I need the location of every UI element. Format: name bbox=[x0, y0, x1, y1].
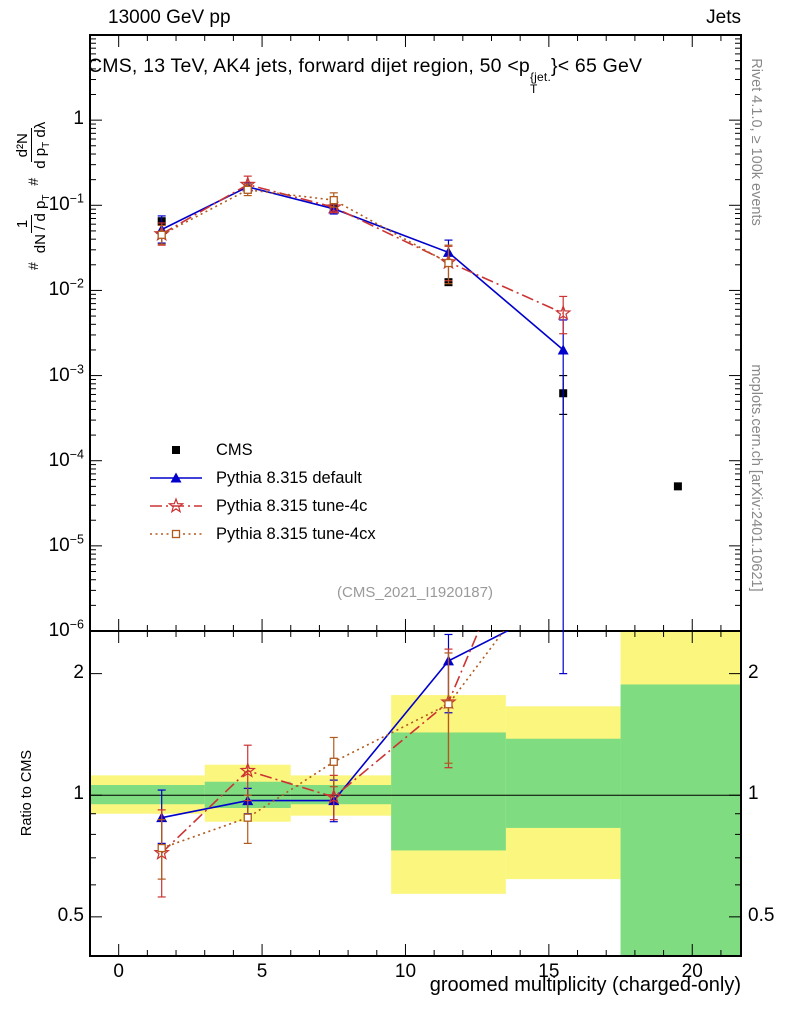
series-pythia-8-315-tune-4c bbox=[153, 175, 572, 335]
tick-label: 10−2 bbox=[48, 277, 84, 301]
legend-item-pythia-8-315-tune-4cx: Pythia 8.315 tune-4cx bbox=[148, 522, 376, 546]
tick-label: 10−4 bbox=[48, 447, 84, 471]
tick-label: 10−5 bbox=[48, 532, 84, 556]
green-uncertainty bbox=[90, 785, 205, 805]
tick-label: 0 bbox=[113, 961, 124, 982]
ratio-plot-frame bbox=[89, 630, 742, 957]
legend-label: CMS bbox=[216, 440, 253, 459]
x-axis-label: groomed multiplicity (charged-only) bbox=[429, 974, 741, 996]
tick-label: 1 bbox=[748, 783, 759, 805]
axis-ticks bbox=[89, 34, 741, 957]
yaxis-fraction-1: 1 dN / d pT bbox=[14, 194, 53, 254]
green-uncertainty bbox=[505, 738, 621, 828]
rivet-version-label: Rivet 4.1.0, ≥ 100k events bbox=[748, 58, 764, 226]
legend-marker-icon bbox=[172, 446, 180, 454]
legend-marker-icon bbox=[150, 472, 202, 483]
tick-label: 1 bbox=[73, 108, 84, 130]
tick-label: 15 bbox=[538, 961, 560, 982]
legend-item-pythia-8-315-default: Pythia 8.315 default bbox=[148, 466, 376, 490]
pt-jet-supsub: {jet. T bbox=[530, 71, 551, 96]
series-pythia-8-315-tune-4cx bbox=[157, 183, 453, 285]
analysis-id-watermark: (CMS_2021_I1920187) bbox=[337, 584, 493, 601]
yaxis-fraction-2: d²N d pT dλ bbox=[14, 121, 53, 169]
tick-label: 0.5 bbox=[57, 904, 84, 926]
legend-marker-icon bbox=[150, 529, 202, 539]
beam-energy-label: 13000 GeV pp bbox=[108, 7, 231, 28]
plot-title-post: }< 65 GeV bbox=[550, 55, 643, 77]
tick-label: 10−3 bbox=[48, 362, 84, 386]
legend: CMS Pythia 8.315 default Pythia 8.315 tune… bbox=[148, 438, 376, 546]
series-pythia-8-315-tune-4cx bbox=[157, 631, 505, 880]
plot-title-sup: {jet. bbox=[529, 69, 551, 84]
plot-title: CMS, 13 TeV, AK4 jets, forward dijet reg… bbox=[88, 55, 642, 96]
yaxis-hash-2: # bbox=[25, 177, 42, 186]
yellow-uncertainty bbox=[620, 631, 741, 685]
tick-label: 1 bbox=[73, 783, 84, 805]
main-y-axis-label: # 1 dN / d pT # d²N d pT dλ bbox=[14, 25, 53, 270]
tick-label: 2 bbox=[748, 661, 759, 683]
legend-marker-icon bbox=[150, 497, 202, 514]
tick-label: 20 bbox=[681, 961, 703, 982]
legend-label: Pythia 8.315 tune-4cx bbox=[216, 524, 376, 543]
legend-label: Pythia 8.315 default bbox=[216, 468, 362, 487]
plot-title-pre: CMS, 13 TeV, AK4 jets, forward dijet reg… bbox=[88, 55, 530, 77]
plot-title-sub: T bbox=[529, 82, 538, 97]
uncertainty-bands bbox=[90, 631, 741, 956]
tick-label: 2 bbox=[73, 661, 84, 683]
mcplots-arxiv-label: mcplots.cern.ch [arXiv:2401.10621] bbox=[748, 364, 764, 592]
tick-label: 10−1 bbox=[48, 191, 84, 216]
process-label: Jets bbox=[706, 7, 741, 28]
legend-label: Pythia 8.315 tune-4c bbox=[216, 496, 368, 515]
ratio-y-axis-label: Ratio to CMS bbox=[19, 749, 35, 837]
tick-label: 10−6 bbox=[48, 617, 84, 641]
tick-label: 0.5 bbox=[748, 904, 775, 926]
tick-label: 10 bbox=[394, 961, 417, 982]
legend-item-cms: CMS bbox=[148, 438, 376, 462]
yaxis-hash-1: # bbox=[25, 262, 42, 270]
tick-label: 5 bbox=[256, 961, 268, 982]
green-uncertainty bbox=[620, 684, 741, 956]
legend-item-pythia-8-315-tune-4c: Pythia 8.315 tune-4c bbox=[148, 494, 376, 518]
